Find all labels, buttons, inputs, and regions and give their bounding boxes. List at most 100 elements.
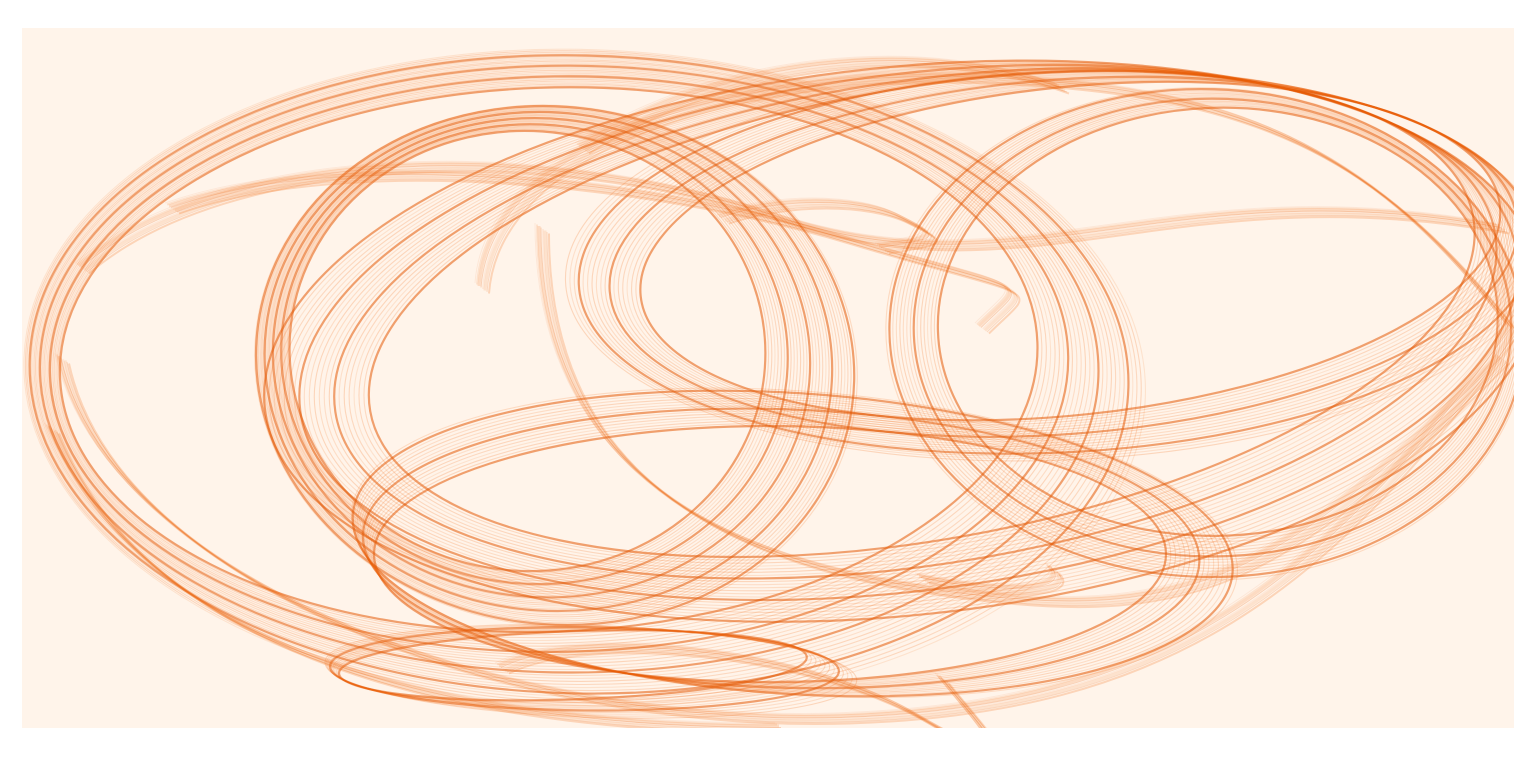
attractor-filament [726, 206, 936, 253]
attractor-filament [922, 568, 1059, 591]
attractor-ribbon [333, 628, 826, 707]
attractor-ribbon [313, 66, 1510, 592]
attractor-filament [166, 170, 1009, 326]
attractor-ribbon [329, 626, 840, 712]
attractor-ribbon [635, 80, 1504, 424]
attractor-ribbon [334, 628, 822, 705]
attractor-ribbon [288, 129, 767, 573]
attractor-ribbon [284, 126, 779, 580]
attractor-filament [476, 72, 1508, 326]
attractor-filament [536, 224, 1498, 600]
attractor-ribbon [280, 123, 789, 586]
attractor-filament [584, 62, 1066, 152]
attractor-ribbon [23, 48, 1147, 707]
attractor-filament [576, 56, 1058, 146]
attractor-filament [78, 162, 1500, 268]
attractor-filament [66, 335, 1514, 723]
attractor-ribbon [318, 66, 1507, 589]
attractor-ribbon [42, 68, 1091, 668]
attractor-ribbon [639, 80, 1502, 422]
attractor-filament [720, 202, 930, 248]
attractor-ribbon [308, 65, 1513, 595]
attractor-ribbon [626, 79, 1509, 428]
attractor-ribbon [271, 116, 814, 600]
attractor-ribbon [892, 89, 1514, 575]
attractor-filament [53, 429, 722, 728]
attractor-ribbon [916, 99, 1510, 555]
attractor-ribbon [906, 95, 1514, 563]
attractor-ribbon [55, 82, 1052, 642]
attractor-ribbon [37, 63, 1104, 676]
attractor-ribbon [40, 66, 1095, 671]
attractor-filament [508, 652, 987, 728]
attractor-ribbon [48, 75, 1070, 653]
attractor-ribbon [257, 107, 849, 622]
attractor-ribbon [350, 387, 1238, 699]
attractor-filament [54, 322, 1506, 714]
attractor-filament [578, 57, 1060, 148]
attractor-filament [928, 572, 1065, 596]
attractor-filament [494, 642, 980, 728]
attractor-filament [506, 651, 986, 728]
attractor-filament [483, 78, 1514, 332]
attractor-ribbon [32, 57, 1121, 689]
attractor-filament [534, 222, 1496, 598]
attractor-filament [62, 328, 1514, 721]
attractor-ribbon [325, 624, 853, 717]
attractor-filament [50, 427, 782, 728]
attractor-ribbon [278, 122, 795, 589]
attractor-ribbon [899, 92, 1514, 569]
attractor-filament [920, 567, 1056, 589]
attractor-filament [498, 644, 983, 728]
attractor-filament [82, 166, 1504, 270]
attractor-ribbon [591, 72, 1514, 447]
attractor-ribbon [254, 104, 856, 626]
attractor-ribbon [885, 87, 1514, 581]
attractor-ribbon [370, 420, 1177, 685]
attractor-filament [504, 648, 986, 728]
attractor-ribbon [293, 63, 1514, 604]
attractor-filament [170, 174, 1012, 328]
attractor-ribbon [52, 78, 1060, 647]
attractor-filament [474, 71, 1506, 324]
attractor-ribbon [56, 83, 1047, 639]
attractor-ribbon [36, 62, 1108, 679]
attractor-ribbon [286, 128, 773, 576]
attractor-ribbon [358, 69, 1482, 564]
attractor-ribbon [287, 129, 770, 574]
attractor-ribbon [263, 59, 1514, 623]
attractor-ribbon [57, 85, 1043, 636]
attractor-ribbon [28, 54, 1130, 695]
attractor-ribbon [360, 405, 1205, 690]
attractor-filament [722, 203, 932, 250]
attractor-filament [586, 64, 1068, 153]
attractor-ribbon [600, 74, 1514, 443]
attractor-filament [918, 564, 1055, 589]
attractor-ribbon [888, 87, 1514, 579]
attractor-ribbon [30, 56, 1125, 692]
attractor-ribbon [47, 74, 1073, 656]
attractor-ribbon [368, 418, 1181, 685]
attractor-ribbon [254, 104, 858, 628]
attractor-filament [924, 569, 1061, 593]
attractor-ribbon [324, 623, 858, 719]
attractor-ribbon [595, 73, 1514, 445]
attractor-filament [714, 197, 924, 244]
attractor-filament [477, 73, 1511, 327]
attractor-filament [716, 198, 926, 246]
attractor-ribbon [274, 119, 805, 595]
attractor-filament [56, 431, 669, 728]
attractor-ribbon [38, 64, 1100, 674]
attractor-ribbon [266, 113, 827, 608]
attractor-ribbon [936, 106, 1499, 537]
attractor-filament [176, 178, 1018, 333]
attractor-ribbon [351, 389, 1234, 698]
attractor-filament [718, 199, 929, 248]
attractor-ribbon [279, 122, 792, 587]
attractor-ribbon [361, 407, 1201, 690]
attractor-ribbon [46, 72, 1078, 659]
attractor-ribbon [926, 103, 1505, 546]
attractor-filament [56, 323, 1508, 716]
attractor-filament [724, 204, 935, 252]
attractor-ribbon [912, 97, 1513, 558]
